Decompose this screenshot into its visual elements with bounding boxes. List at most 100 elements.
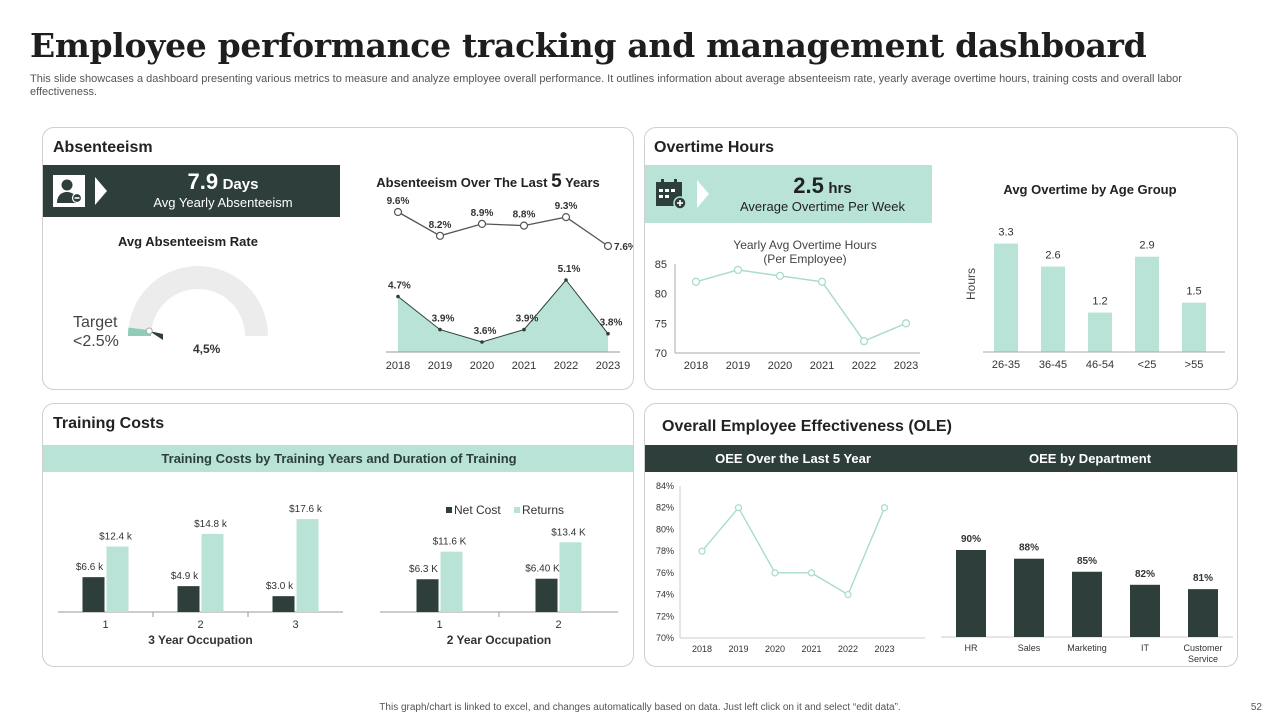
ole-title: Overall Employee Effectiveness (OLE) bbox=[662, 418, 952, 435]
absent5-bottom-label: 3.8% bbox=[600, 318, 623, 329]
overtime-yearly-point bbox=[775, 271, 785, 281]
absent5-bottom-label: 3.9% bbox=[432, 314, 455, 325]
train2-legend-swatch-returns bbox=[514, 507, 520, 513]
ole-band-left: OEE Over the Last 5 Year bbox=[645, 445, 941, 472]
gauge-needle-tip bbox=[145, 327, 153, 335]
absent5-bottom-label: 4.7% bbox=[388, 281, 411, 292]
absent5-tick-label: 2021 bbox=[512, 360, 536, 372]
overtime-yearly-tick-label: 2022 bbox=[852, 360, 876, 372]
gauge-target: Target <2.5% bbox=[73, 313, 119, 351]
oeedept-tick-label: Service bbox=[1188, 654, 1218, 664]
train2-legend-returns: Returns bbox=[522, 503, 564, 517]
oeedept-tick-label: Marketing bbox=[1067, 643, 1107, 653]
training-band: Training Costs by Training Years and Dur… bbox=[43, 445, 633, 472]
absenteeism-kpi-card: 7.9 Days Avg Yearly Absenteeism bbox=[43, 165, 340, 217]
absent5-top-label: 8.2% bbox=[429, 220, 452, 231]
oee5-tick-label: 2019 bbox=[728, 644, 748, 654]
training-title: Training Costs bbox=[53, 415, 165, 432]
gauge-target-fill bbox=[128, 327, 152, 336]
overtime-yearly-ytick: 80 bbox=[655, 289, 667, 301]
absent5-top-label: 7.6% bbox=[614, 242, 634, 253]
user-minus-icon bbox=[43, 165, 95, 217]
absent5-bottom-label: 3.9% bbox=[516, 314, 539, 325]
page-subtitle: This slide showcases a dashboard present… bbox=[30, 73, 1182, 98]
overtime-age-tick-label: 46-54 bbox=[1086, 359, 1114, 371]
overtime-age-bar bbox=[1135, 256, 1159, 352]
overtime-yearly-ytick: 70 bbox=[655, 348, 667, 360]
overtime-kpi-card: 2.5 hrs Average Overtime Per Week bbox=[645, 165, 932, 223]
overtime-yearly-point bbox=[859, 336, 869, 346]
oee5-ytick: 78% bbox=[656, 546, 674, 556]
absent5-tick-label: 2019 bbox=[428, 360, 452, 372]
oeedept-bar-label: 90% bbox=[961, 534, 981, 545]
oeedept-bar-label: 85% bbox=[1077, 556, 1097, 567]
absent5-area-line bbox=[397, 279, 609, 343]
oee5-ytick: 76% bbox=[656, 568, 674, 578]
overtime-yearly-point bbox=[733, 265, 743, 275]
absent5-bottom-point bbox=[480, 340, 484, 344]
absent5-bottom-point bbox=[522, 327, 526, 332]
train3-returns-bar bbox=[296, 519, 319, 612]
overtime-yearly-ytick: 85 bbox=[655, 259, 667, 271]
train3-category-label: 1 bbox=[102, 619, 108, 631]
train2-returns-label: $13.4 K bbox=[551, 527, 586, 538]
overtime-kpi-unit: hrs bbox=[828, 180, 852, 197]
absent5-bottom-point bbox=[438, 327, 442, 332]
train2-returns-bar bbox=[559, 542, 582, 612]
overtime-age-tick-label: >55 bbox=[1185, 359, 1204, 371]
gauge-track bbox=[128, 266, 268, 336]
oee5-line bbox=[701, 506, 886, 596]
oeedept-tick-label: HR bbox=[965, 643, 978, 653]
absent5-bottom-point bbox=[564, 278, 568, 282]
oee5-ytick: 84% bbox=[656, 481, 674, 491]
gauge-target-value: <2.5% bbox=[73, 333, 119, 350]
absent5-top-point bbox=[477, 219, 487, 228]
oee-5yr-chart: 70% 72% 74% 76% 78% 80% 82% 84% 2018 2019 2020 2021… bbox=[656, 481, 925, 654]
overtime-yearly-tick-label: 2020 bbox=[768, 360, 792, 372]
overtime-age-tick-label: 26-35 bbox=[992, 359, 1020, 371]
gauge-needle bbox=[149, 330, 163, 340]
oeedept-bar bbox=[956, 550, 986, 637]
oee5-ytick: 72% bbox=[656, 611, 674, 621]
oee5-tick-label: 2023 bbox=[874, 644, 894, 654]
overtime-age-bar-label: 3.3 bbox=[998, 227, 1013, 239]
absent5-top-point bbox=[561, 213, 571, 222]
train3-returns-label: $12.4 k bbox=[99, 532, 133, 543]
absent5-top-point bbox=[393, 207, 403, 217]
oee5-tick-label: 2020 bbox=[765, 644, 785, 654]
train3-returns-bar bbox=[106, 546, 129, 612]
oeedept-bar-label: 81% bbox=[1193, 573, 1213, 584]
train3-netcost-bar bbox=[82, 577, 105, 612]
train2-xlabel: 2 Year Occupation bbox=[447, 633, 552, 647]
overtime-age-bar bbox=[1088, 312, 1112, 352]
absent5-top-label: 9.6% bbox=[387, 196, 410, 207]
absenteeism-kpi-text: 7.9 Days Avg Yearly Absenteeism bbox=[113, 169, 333, 210]
oee5-point bbox=[844, 590, 852, 599]
train2-returns-label: $11.6 K bbox=[433, 537, 467, 548]
train3-returns-label: $17.6 k bbox=[289, 504, 323, 515]
overtime-age-tick-label: <25 bbox=[1138, 359, 1157, 371]
absent5-title-pre: Absenteeism Over The Last bbox=[376, 175, 548, 190]
overtime-age-ylabel: Hours bbox=[964, 268, 978, 300]
absent5-top-point bbox=[519, 221, 529, 230]
absent5-tick-label: 2020 bbox=[470, 360, 494, 372]
absent5-tick-label: 2022 bbox=[554, 360, 578, 372]
overtime-yearly-title-1: Yearly Avg Overtime Hours bbox=[733, 238, 877, 252]
absent5-top-line bbox=[397, 211, 609, 247]
overtime-yearly-ytick: 75 bbox=[655, 318, 667, 330]
gauge-value-label: 4,5% bbox=[193, 342, 221, 356]
absenteeism-gauge bbox=[128, 266, 268, 340]
oee5-ytick: 70% bbox=[656, 633, 674, 643]
absent5-bottom-label: 5.1% bbox=[558, 264, 581, 275]
overtime-kpi-value: 2.5 bbox=[793, 173, 824, 198]
train3-returns-bar bbox=[201, 533, 224, 612]
oeedept-bar bbox=[1014, 558, 1044, 637]
ole-band-right: OEE by Department bbox=[941, 445, 1237, 472]
train3-category-label: 3 bbox=[292, 619, 298, 631]
absenteeism-5yr-chart: 9.6% 8.2% 8.9% 8.8% 9.3% 7.6% 4.7% 3.9% 3.6% 3.9%… bbox=[386, 196, 633, 372]
train2-netcost-label: $6.3 K bbox=[409, 564, 438, 575]
kpi-pointer bbox=[697, 180, 709, 208]
gauge-title: Avg Absenteeism Rate bbox=[118, 234, 258, 249]
ole-panel: Overall Employee Effectiveness (OLE) OEE… bbox=[644, 403, 1238, 667]
overtime-yearly-tick-label: 2023 bbox=[894, 360, 918, 372]
